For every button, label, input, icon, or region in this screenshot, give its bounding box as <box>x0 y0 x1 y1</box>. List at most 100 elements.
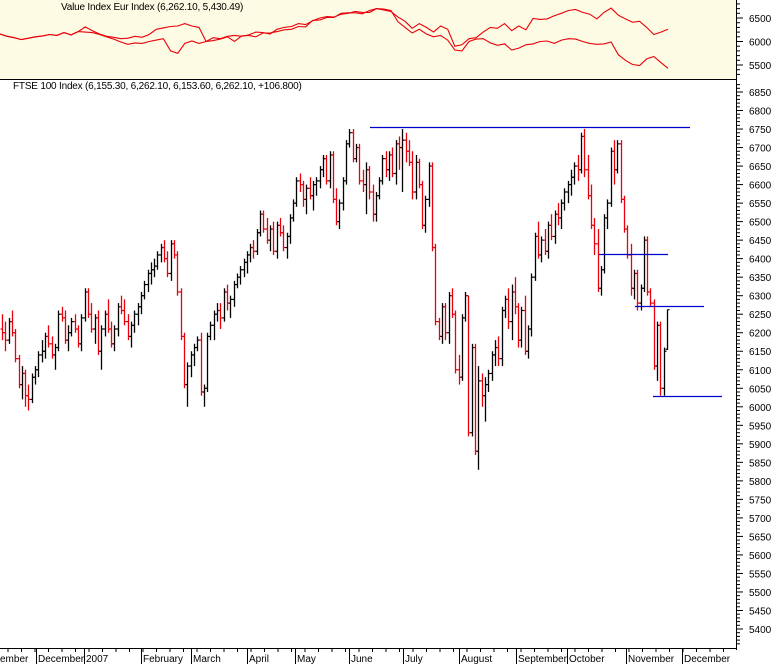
ohlc-bar <box>205 332 210 392</box>
ohlc-bar <box>496 336 501 367</box>
ohlc-bar <box>281 225 286 252</box>
ohlc-bar <box>622 195 627 233</box>
ohlc-bar <box>397 136 402 170</box>
ohlc-bar <box>493 340 498 367</box>
ohlc-bar <box>410 151 415 200</box>
ohlc-bar <box>3 321 8 352</box>
ohlc-bar <box>380 154 385 185</box>
x-month-label: February <box>143 654 183 664</box>
main-ytick-label: 6750 <box>749 125 772 136</box>
ohlc-bar <box>119 295 124 315</box>
main-ytick-label: 5450 <box>749 606 772 617</box>
ohlc-bar <box>165 251 170 278</box>
ohlc-bar <box>357 143 362 185</box>
ohlc-bar <box>271 221 276 255</box>
ohlc-bar <box>414 154 419 200</box>
ohlc-bar <box>466 295 471 437</box>
main-ytick-label: 5950 <box>749 421 772 432</box>
ohlc-bar <box>619 140 624 204</box>
main-ytick-label: 6400 <box>749 255 772 266</box>
ohlc-bar <box>596 229 601 292</box>
main-ytick-label: 6550 <box>749 199 772 210</box>
ohlc-bar <box>155 251 160 270</box>
ohlc-bar <box>215 303 220 322</box>
ohlc-bar <box>334 188 339 226</box>
ohlc-bar <box>182 332 187 389</box>
ohlc-bar <box>228 295 233 318</box>
trendlines <box>370 126 722 398</box>
main-ytick-label: 6200 <box>749 329 772 340</box>
ohlc-bar <box>96 310 101 355</box>
ohlc-bar <box>331 151 336 204</box>
ohlc-bar <box>427 162 432 207</box>
ohlc-bar <box>453 310 458 374</box>
ohlc-bar <box>142 280 147 300</box>
ohlc-bar <box>440 303 445 344</box>
ohlc-bar <box>238 266 243 285</box>
ohlc-bar <box>513 277 518 315</box>
ohlc-bar <box>341 177 346 211</box>
ohlc-bar <box>304 184 309 215</box>
ohlc-bar <box>665 309 670 350</box>
ohlc-bar <box>179 288 184 341</box>
ohlc-bar <box>169 240 174 281</box>
ohlc-bar <box>275 221 280 259</box>
ohlc-bar <box>30 373 35 404</box>
ohlc-bar <box>218 303 223 330</box>
x-month-label: March <box>193 654 221 664</box>
main-ytick-label: 6350 <box>749 273 772 284</box>
main-ytick-label: 6100 <box>749 366 772 377</box>
upper-panel-background <box>0 0 736 79</box>
ohlc-bar <box>556 203 561 226</box>
ohlc-bar <box>490 351 495 381</box>
ohlc-bar <box>536 221 541 259</box>
main-ytick-label: 5900 <box>749 440 772 451</box>
main-ytick-label: 5700 <box>749 514 772 525</box>
ohlc-bar <box>443 303 448 341</box>
ohlc-bar <box>328 151 333 189</box>
ohlc-bar <box>602 214 607 274</box>
ohlc-bar <box>311 180 316 211</box>
ohlc-bar <box>298 173 303 192</box>
ohlc-bar <box>66 325 71 352</box>
ohlc-bar <box>523 295 528 355</box>
ohlc-bar <box>387 151 392 181</box>
main-ytick-label: 6500 <box>749 218 772 229</box>
ohlc-bar <box>473 343 478 455</box>
ohlc-bar <box>251 240 256 259</box>
ohlc-bar <box>222 288 227 322</box>
ohlc-bar <box>662 347 667 396</box>
ohlc-bar <box>199 332 204 396</box>
ohlc-bar <box>212 310 217 341</box>
ohlc-bar <box>347 129 352 148</box>
ohlc-bar <box>533 232 538 281</box>
main-ytick-label: 6600 <box>749 181 772 192</box>
ohlc-bar <box>417 158 422 189</box>
main-ytick-label: 6300 <box>749 292 772 303</box>
ohlc-bar <box>33 366 38 385</box>
ohlc-bar <box>73 314 78 333</box>
ohlc-bar <box>645 236 650 296</box>
ohlc-bar <box>0 314 5 341</box>
ohlc-bar <box>288 214 293 244</box>
ohlc-bar <box>609 147 614 207</box>
ohlc-bar <box>17 354 22 389</box>
ohlc-bar <box>423 195 428 233</box>
ohlc-bar <box>195 336 200 352</box>
ohlc-bar <box>586 154 591 200</box>
ohlc-bar <box>632 269 637 300</box>
ohlc-bar <box>559 199 564 230</box>
ohlc-bar <box>371 184 376 222</box>
ohlc-bar <box>404 132 409 163</box>
ohlc-bars <box>0 129 670 470</box>
ohlc-bar <box>89 303 94 333</box>
x-axis: ember December 2007 February March April May Ju… <box>0 648 736 665</box>
x-month-label: June <box>351 654 373 664</box>
ohlc-bar <box>225 284 230 311</box>
ohlc-bar <box>625 225 630 259</box>
ohlc-bar <box>605 199 610 230</box>
ohlc-bar <box>480 373 485 407</box>
ohlc-bar <box>539 236 544 263</box>
ohlc-bar <box>579 132 584 174</box>
ohlc-bar <box>658 321 663 396</box>
